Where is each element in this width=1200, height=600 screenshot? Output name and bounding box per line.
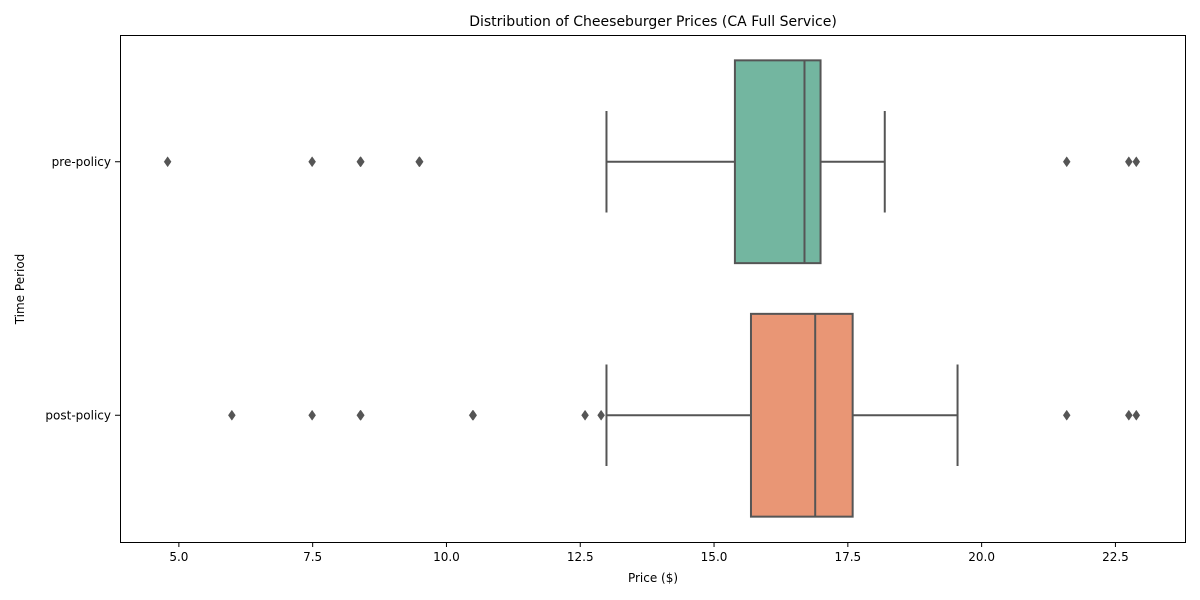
box-group-post-policy xyxy=(228,312,1141,518)
outlier-point xyxy=(469,409,478,421)
outlier-point xyxy=(415,156,424,168)
chart-title: Distribution of Cheeseburger Prices (CA … xyxy=(469,14,837,30)
outlier-point xyxy=(1125,156,1133,168)
iqr-box xyxy=(749,312,854,518)
outlier-point xyxy=(597,409,605,421)
x-tick-label: 5.0 xyxy=(169,550,188,564)
x-tick-label: 20.0 xyxy=(968,550,995,564)
outlier-point xyxy=(357,409,365,421)
outlier-point xyxy=(357,156,365,168)
x-tick-label: 17.5 xyxy=(834,550,861,564)
outlier-point xyxy=(1132,156,1141,168)
outlier-point xyxy=(1125,409,1133,421)
x-axis: 5.0 7.5 10.0 12.5 15.0 17.5 20.0 22.5 xyxy=(169,542,1129,564)
y-axis-label: Time Period xyxy=(13,254,27,326)
box-group-pre-policy xyxy=(163,59,1141,265)
outlier-point xyxy=(1062,409,1071,421)
y-tick-label: post-policy xyxy=(45,408,111,422)
outlier-point xyxy=(1062,156,1071,168)
outlier-point xyxy=(581,409,589,421)
x-axis-label: Price ($) xyxy=(628,571,678,585)
outlier-point xyxy=(308,156,316,168)
plot-area xyxy=(163,59,1141,518)
axes-frame xyxy=(120,35,1186,543)
outlier-point xyxy=(163,156,172,168)
x-tick-label: 22.5 xyxy=(1102,550,1129,564)
outlier-point xyxy=(228,409,236,421)
x-tick-label: 7.5 xyxy=(303,550,322,564)
y-tick-label: pre-policy xyxy=(52,155,111,169)
x-tick-label: 10.0 xyxy=(433,550,460,564)
outlier-point xyxy=(1132,409,1141,421)
outlier-point xyxy=(308,409,316,421)
iqr-box xyxy=(733,59,822,265)
x-tick-label: 12.5 xyxy=(567,550,594,564)
y-axis: pre-policy post-policy xyxy=(45,155,120,422)
x-tick-label: 15.0 xyxy=(701,550,728,564)
